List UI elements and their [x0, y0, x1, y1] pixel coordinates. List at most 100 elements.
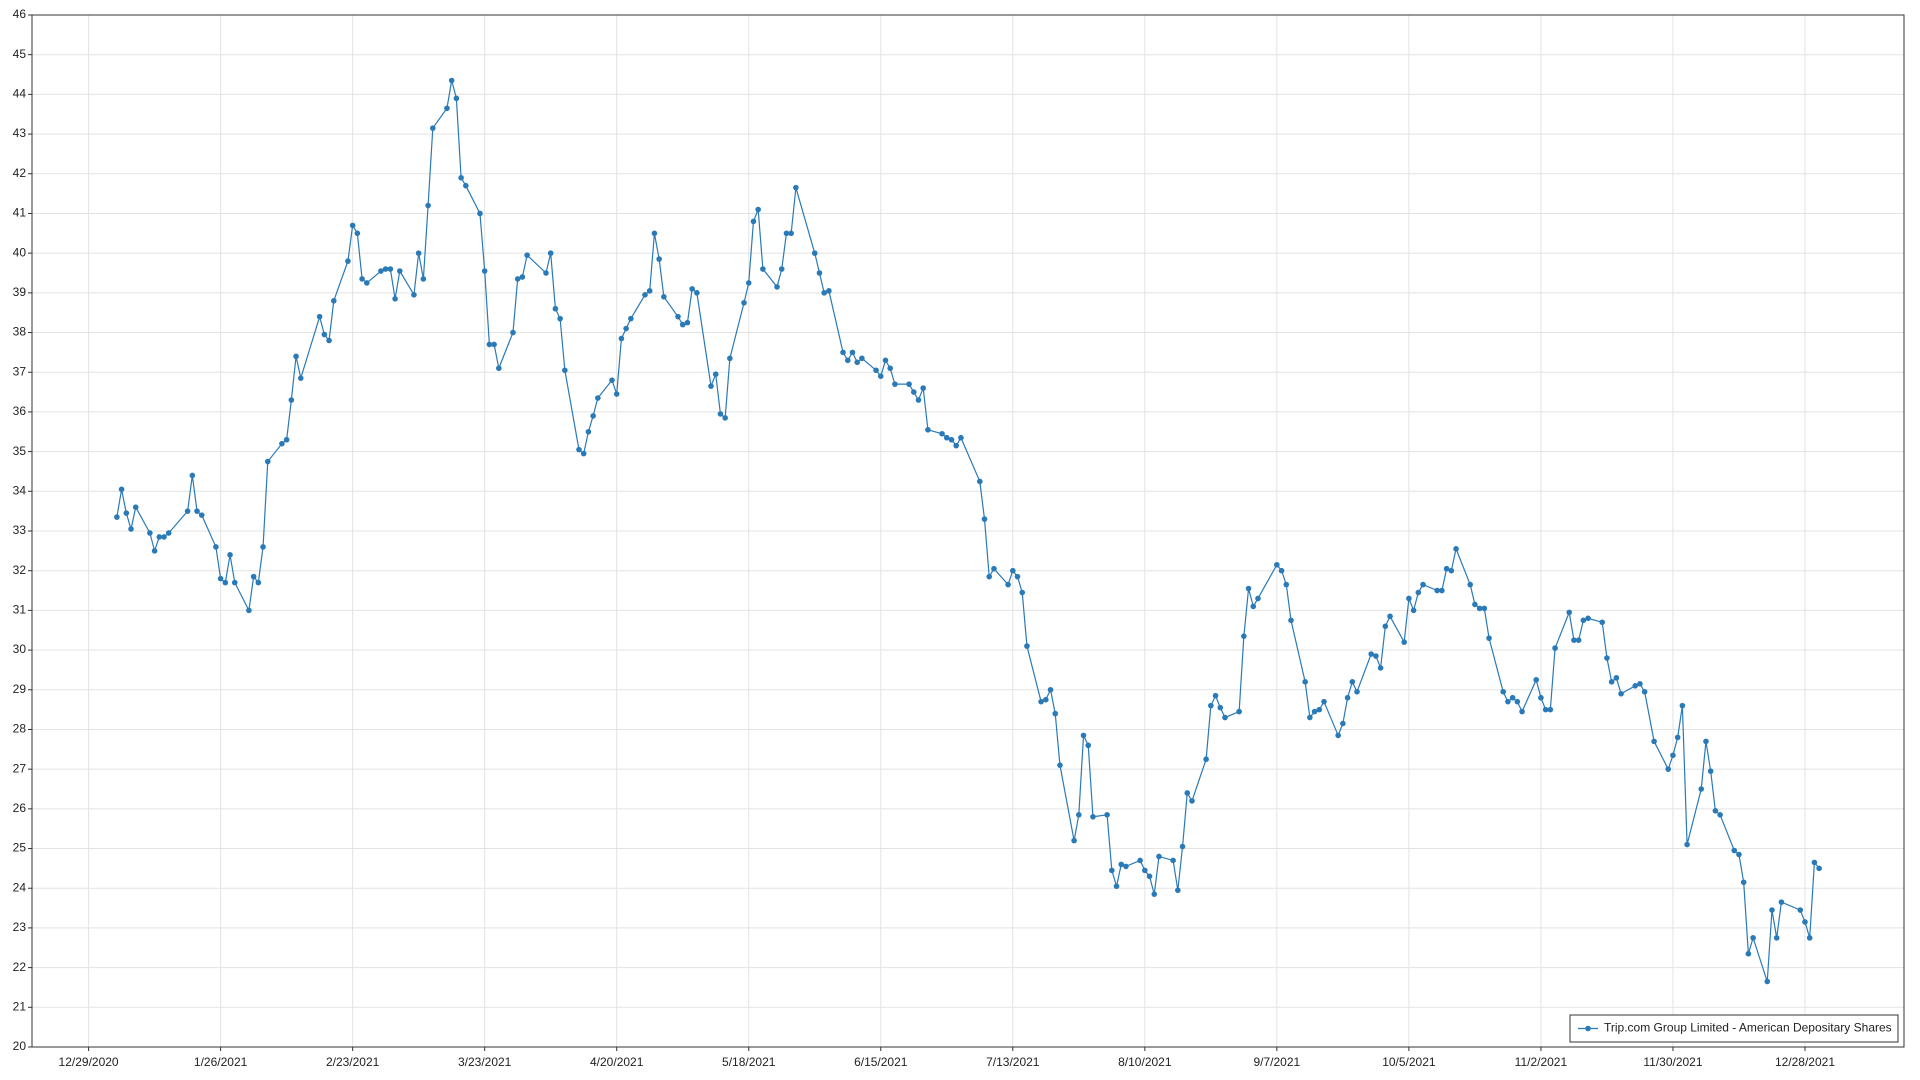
data-point	[1137, 857, 1143, 864]
data-point	[118, 486, 125, 493]
data-point	[1533, 677, 1540, 683]
data-point	[661, 294, 667, 300]
data-point	[1349, 679, 1356, 685]
data-point	[1090, 813, 1096, 820]
data-point	[1217, 704, 1224, 711]
data-point	[147, 530, 153, 536]
data-point	[1552, 645, 1558, 651]
data-point	[1764, 978, 1771, 985]
data-point	[1665, 766, 1672, 772]
data-point	[1387, 613, 1393, 620]
legend-box	[1569, 1014, 1899, 1043]
x-tick-label: 11/2/2021	[1515, 1055, 1568, 1069]
data-point	[279, 440, 285, 447]
data-point	[1203, 756, 1209, 763]
data-point	[198, 512, 205, 518]
data-point	[783, 230, 790, 237]
data-point	[420, 276, 427, 282]
y-tick-label: 40	[13, 245, 27, 259]
data-point	[1806, 935, 1813, 941]
data-point	[1278, 567, 1285, 574]
data-point	[514, 276, 521, 282]
data-point	[1151, 891, 1158, 897]
data-point	[297, 375, 304, 381]
data-point	[458, 174, 464, 181]
plot-frame	[31, 14, 1905, 1048]
data-point	[477, 210, 483, 217]
data-point	[717, 411, 724, 417]
data-point	[189, 472, 196, 479]
data-point	[906, 381, 912, 387]
data-point	[1585, 615, 1591, 622]
data-point	[491, 341, 497, 348]
data-point	[463, 182, 469, 189]
y-tick-label: 41	[13, 206, 27, 220]
data-point	[222, 579, 229, 586]
data-point	[1420, 581, 1426, 588]
data-point	[1547, 706, 1554, 713]
data-point	[1307, 714, 1313, 721]
data-point	[321, 331, 328, 338]
data-point	[519, 274, 526, 280]
data-point	[675, 313, 681, 320]
data-point	[694, 290, 700, 296]
data-point	[623, 325, 629, 332]
data-point	[1750, 935, 1756, 941]
data-point	[1080, 732, 1087, 739]
data-point	[425, 202, 431, 209]
data-point	[1179, 843, 1186, 850]
data-point	[1118, 861, 1125, 868]
data-point	[260, 544, 266, 550]
data-point	[722, 415, 728, 421]
data-point	[1472, 601, 1478, 608]
y-tick-label: 38	[13, 325, 27, 339]
data-point	[1514, 698, 1521, 705]
data-point	[1245, 585, 1252, 592]
data-point	[1047, 686, 1054, 693]
data-point	[114, 514, 120, 520]
data-point	[1123, 863, 1129, 870]
data-point	[165, 530, 172, 536]
data-point	[1175, 887, 1181, 894]
data-point	[227, 552, 233, 558]
data-point	[1052, 710, 1059, 717]
data-point	[651, 230, 658, 237]
data-point	[1481, 605, 1488, 612]
y-tick-label: 44	[13, 87, 27, 101]
data-point	[712, 371, 719, 378]
y-tick-label: 22	[13, 960, 27, 974]
data-point	[774, 284, 780, 290]
y-tick-label: 21	[13, 999, 27, 1013]
y-tick-label: 26	[13, 801, 27, 815]
data-point	[976, 478, 983, 485]
data-point	[1085, 742, 1092, 749]
data-point	[288, 397, 295, 403]
data-point	[1382, 623, 1389, 630]
data-point	[1443, 565, 1450, 572]
data-point	[1189, 798, 1195, 804]
data-point	[1057, 762, 1063, 768]
data-point	[1816, 865, 1822, 872]
data-point	[217, 575, 224, 582]
data-point	[524, 252, 530, 258]
data-point	[378, 268, 384, 274]
x-tick-label: 4/20/2021	[590, 1055, 644, 1069]
data-point	[1453, 546, 1459, 552]
data-point	[859, 355, 865, 362]
data-point	[1104, 812, 1110, 818]
y-tick-label: 31	[13, 603, 27, 617]
x-tick-label: 7/13/2021	[986, 1055, 1040, 1069]
data-point	[1538, 694, 1544, 701]
data-point	[1778, 899, 1785, 905]
data-point	[1142, 867, 1148, 874]
data-point	[1335, 732, 1341, 739]
data-point	[778, 266, 785, 272]
data-point	[628, 315, 634, 322]
legend-marker	[1585, 1025, 1591, 1032]
data-point	[991, 565, 997, 572]
y-tick-label: 46	[13, 7, 27, 21]
data-point	[1486, 635, 1492, 641]
data-point	[826, 288, 832, 294]
